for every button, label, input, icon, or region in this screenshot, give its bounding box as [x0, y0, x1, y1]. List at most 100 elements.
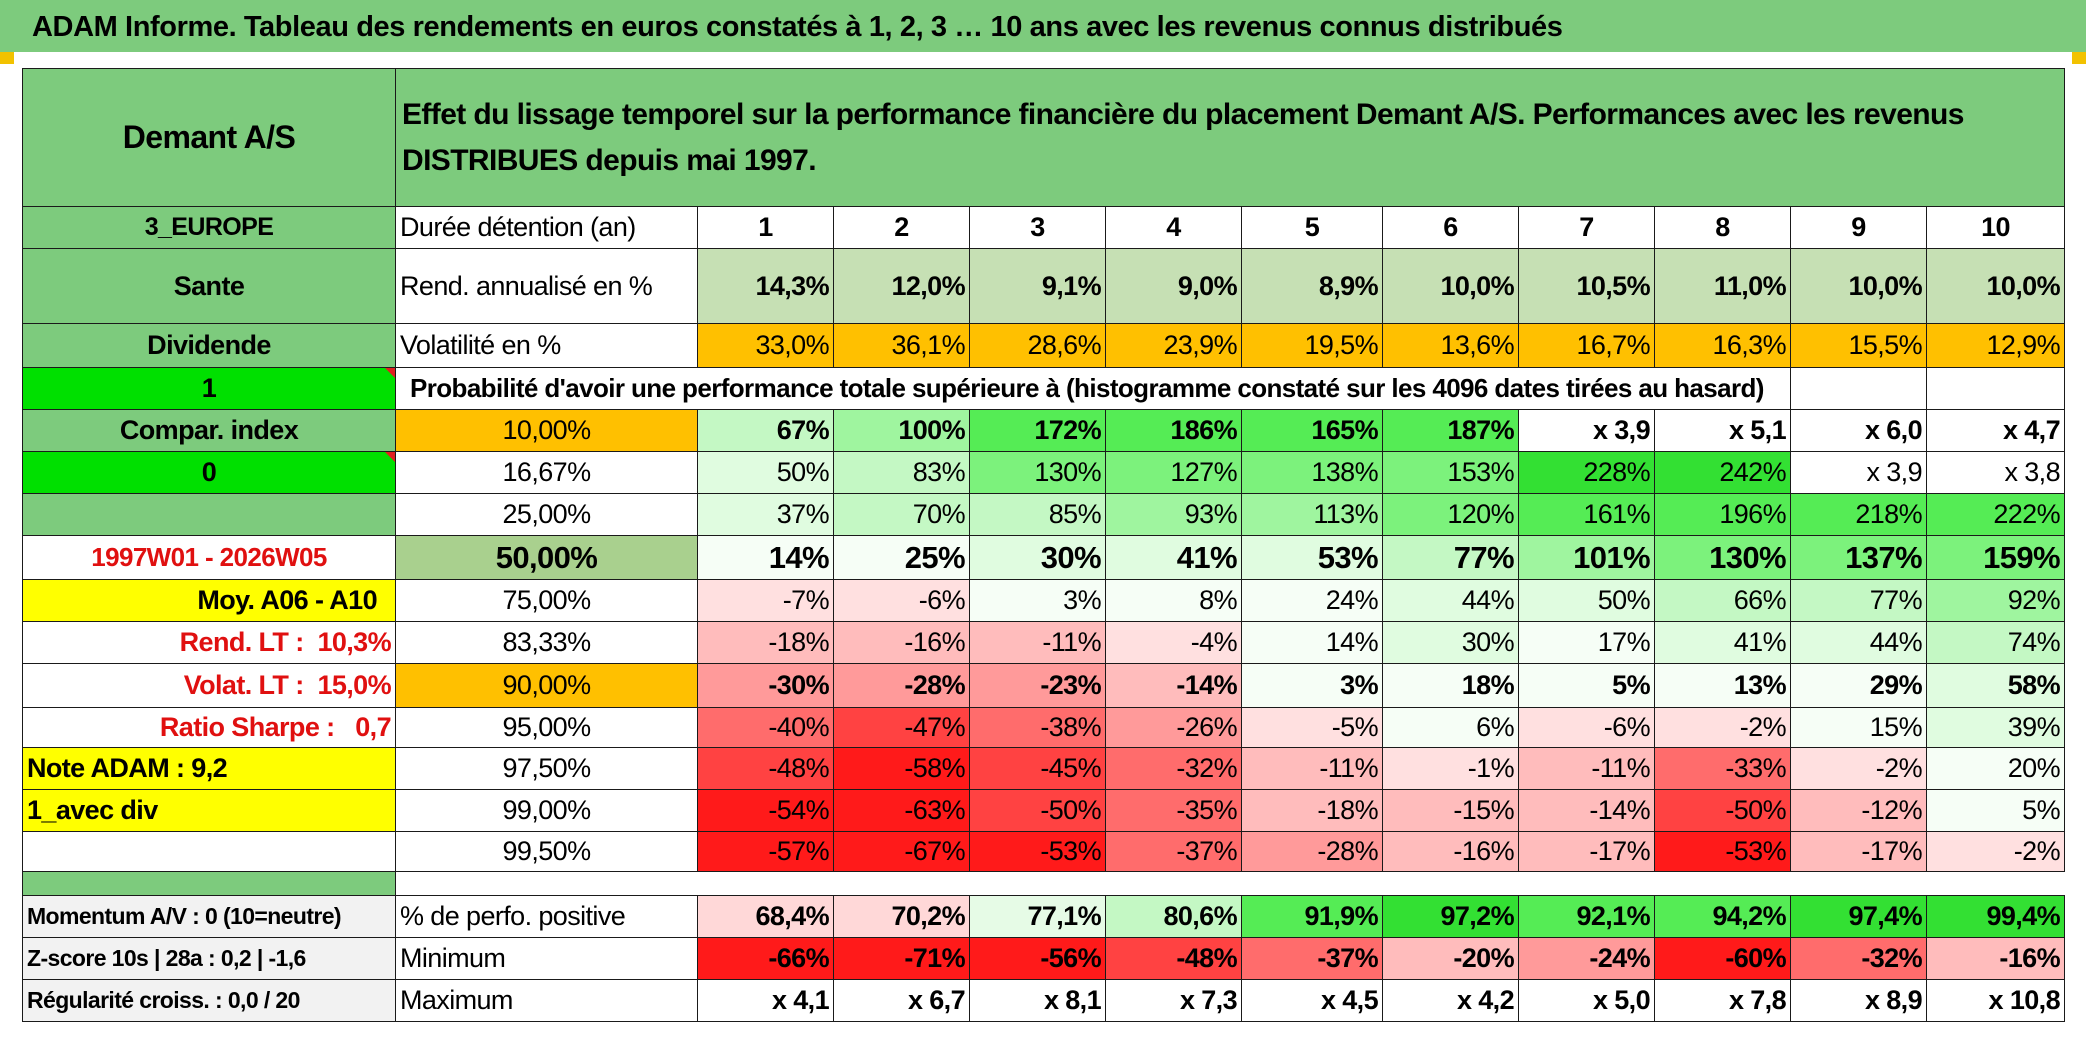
duration-label: Durée détention (an): [395, 206, 698, 249]
prob-cell: 44%: [1382, 579, 1519, 622]
prob-cell: -17%: [1790, 831, 1927, 872]
min-cell: -20%: [1382, 937, 1519, 980]
rend-cell: 10,0%: [1382, 248, 1519, 324]
prob-cell: 120%: [1382, 493, 1519, 536]
prob-cell: -63%: [833, 789, 970, 832]
prob-cell: 66%: [1654, 579, 1791, 622]
zscore-label: Z-score 10s | 28a : 0,2 | -1,6: [22, 937, 396, 980]
pos-cell: 80,6%: [1105, 895, 1242, 938]
rend-lt-label: Rend. LT :: [179, 627, 305, 657]
empty-cell: [1790, 367, 1927, 410]
percentile-label: 99,00%: [395, 789, 698, 832]
prob-cell: -37%: [1105, 831, 1242, 872]
regularite-label: Régularité croiss. : 0,0 / 20: [22, 979, 396, 1022]
prob-cell: 165%: [1241, 409, 1383, 452]
min-cell: -37%: [1241, 937, 1383, 980]
max-cell: x 5,0: [1518, 979, 1655, 1022]
vol-cell: 19,5%: [1241, 323, 1383, 368]
prob-cell: 53%: [1241, 535, 1383, 580]
prob-cell: -28%: [1241, 831, 1383, 872]
prob-cell: -57%: [697, 831, 834, 872]
momentum-label: Momentum A/V : 0 (10=neutre): [22, 895, 396, 938]
vol-cell: 16,3%: [1654, 323, 1791, 368]
prob-cell: -16%: [833, 621, 970, 664]
rend-lt: Rend. LT : 10,3%: [22, 621, 396, 664]
prob-cell: -18%: [697, 621, 834, 664]
prob-cell: 67%: [697, 409, 834, 452]
pos-cell: 99,4%: [1926, 895, 2065, 938]
vol-cell: 23,9%: [1105, 323, 1242, 368]
rend-cell: 10,0%: [1790, 248, 1927, 324]
prob-cell: -6%: [1518, 707, 1655, 748]
prob-cell: -16%: [1382, 831, 1519, 872]
percentile-label: 83,33%: [395, 621, 698, 664]
percentile-label: 75,00%: [395, 579, 698, 622]
prob-cell: 20%: [1926, 747, 2065, 790]
prob-cell: 29%: [1790, 663, 1927, 708]
year-header: 7: [1518, 206, 1655, 249]
prob-cell: 5%: [1518, 663, 1655, 708]
prob-cell: -26%: [1105, 707, 1242, 748]
prob-cell: 138%: [1241, 451, 1383, 494]
year-header: 5: [1241, 206, 1383, 249]
rend-cell: 12,0%: [833, 248, 970, 324]
prob-cell: 100%: [833, 409, 970, 452]
prob-cell: -14%: [1518, 789, 1655, 832]
prob-cell: -47%: [833, 707, 970, 748]
separator-cell: [1926, 871, 2065, 896]
prob-cell: 172%: [969, 409, 1106, 452]
rend-cell: 14,3%: [697, 248, 834, 324]
vol-cell: 15,5%: [1790, 323, 1927, 368]
prob-cell: 17%: [1518, 621, 1655, 664]
separator-cell: [1241, 871, 1383, 896]
prob-cell: -54%: [697, 789, 834, 832]
prob-cell: -45%: [969, 747, 1106, 790]
moy-label: Moy. A06 - A10: [22, 579, 396, 622]
compar-label: Compar. index: [22, 409, 396, 452]
pos-cell: 92,1%: [1518, 895, 1655, 938]
max-cell: x 7,3: [1105, 979, 1242, 1022]
percentile-label: 97,50%: [395, 747, 698, 790]
prob-cell: 18%: [1382, 663, 1519, 708]
prob-cell: 5%: [1926, 789, 2065, 832]
prob-cell: 70%: [833, 493, 970, 536]
type-label: Dividende: [22, 323, 396, 368]
pos-cell: 97,2%: [1382, 895, 1519, 938]
prob-cell: -11%: [969, 621, 1106, 664]
rend-cell: 11,0%: [1654, 248, 1791, 324]
prob-cell: -6%: [833, 579, 970, 622]
prob-cell: -53%: [1654, 831, 1791, 872]
max-cell: x 4,2: [1382, 979, 1519, 1022]
prob-cell: 127%: [1105, 451, 1242, 494]
prob-cell: 74%: [1926, 621, 2065, 664]
prob-cell: 3%: [1241, 663, 1383, 708]
vol-label: Volatilité en %: [395, 323, 698, 368]
prob-cell: -17%: [1518, 831, 1655, 872]
prob-cell: 8%: [1105, 579, 1242, 622]
prob-cell: -7%: [697, 579, 834, 622]
prob-cell: 130%: [969, 451, 1106, 494]
empty-cell: [1926, 367, 2065, 410]
pos-label: % de perfo. positive: [395, 895, 698, 938]
prob-cell: 37%: [697, 493, 834, 536]
performance-table: Demant A/S Effet du lissage temporel sur …: [22, 68, 2065, 1022]
min-cell: -32%: [1790, 937, 1927, 980]
note-adam: Note ADAM : 9,2: [22, 747, 396, 790]
year-header: 1: [697, 206, 834, 249]
prob-cell: 93%: [1105, 493, 1242, 536]
prob-cell: -23%: [969, 663, 1106, 708]
prob-cell: -4%: [1105, 621, 1242, 664]
vol-cell: 13,6%: [1382, 323, 1519, 368]
prob-cell: 101%: [1518, 535, 1655, 580]
sharpe: Ratio Sharpe : 0,7: [22, 707, 396, 748]
prob-cell: 83%: [833, 451, 970, 494]
percentile-label: 25,00%: [395, 493, 698, 536]
sharpe-label: Ratio Sharpe :: [159, 712, 335, 742]
prob-cell: x 3,8: [1926, 451, 2065, 494]
prob-cell: 58%: [1926, 663, 2065, 708]
max-cell: x 4,5: [1241, 979, 1383, 1022]
prob-cell: 41%: [1105, 535, 1242, 580]
prob-cell: 44%: [1790, 621, 1927, 664]
rend-cell: 10,5%: [1518, 248, 1655, 324]
percentile-label: 99,50%: [395, 831, 698, 872]
